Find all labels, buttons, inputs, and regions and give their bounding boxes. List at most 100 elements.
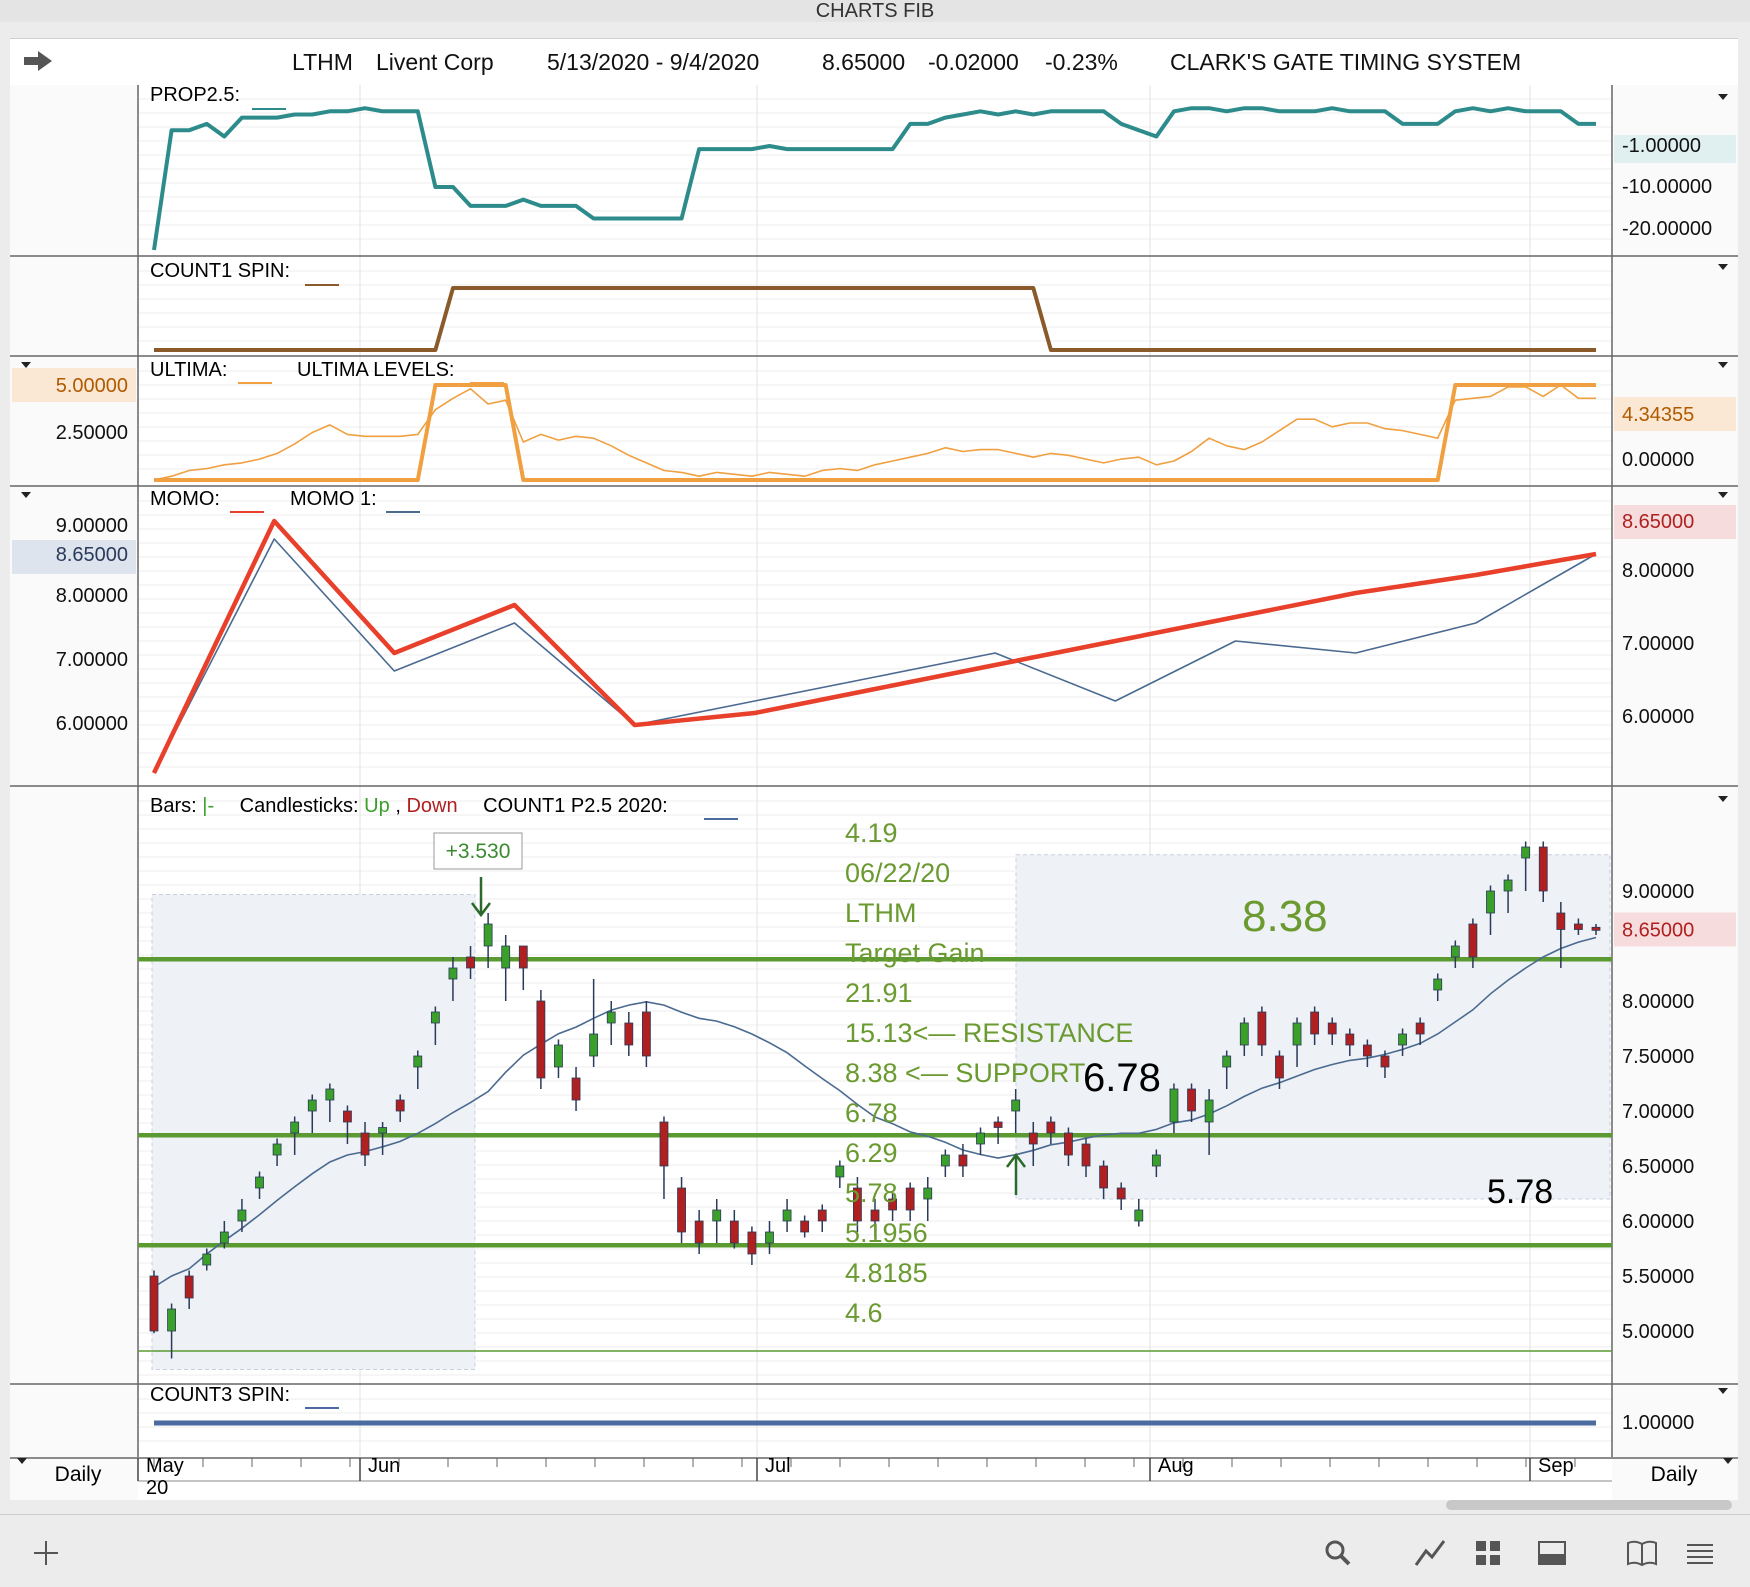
fib-level-text: 4.8185 [845,1258,928,1288]
ultima-right-tick: 0.00000 [1622,449,1694,471]
price-right-tick: 7.50000 [1622,1046,1694,1068]
line-chart-icon[interactable] [1412,1535,1448,1571]
candle-down [149,1275,159,1332]
candle-down [1362,1044,1372,1057]
prop-tick: -20.00000 [1622,218,1712,240]
prop-tick: -10.00000 [1622,176,1712,198]
window-title: CHARTS FIB [0,0,1750,22]
search-icon[interactable] [1320,1535,1356,1571]
candle-up [1398,1033,1407,1046]
month-label: Jun [368,1455,400,1477]
count1-p25-legend: COUNT1 P2.5 2020: [483,795,668,817]
add-icon[interactable] [28,1535,64,1571]
chevron-down-icon [1718,492,1728,498]
candle-down [466,956,475,969]
momo1-label: MOMO 1: [290,488,377,510]
header-change: -0.02000 [928,49,1019,75]
month-label: Jul [765,1455,791,1477]
candle-up [255,1176,264,1189]
fib-level-text: 6.29 [845,1138,898,1168]
month-label: May [146,1455,184,1477]
candle-up [483,923,493,947]
gain-box-text: +3.530 [446,840,511,863]
book-icon[interactable] [1624,1535,1660,1571]
chevron-down-icon [21,492,31,498]
candle-up [1222,1055,1232,1068]
fib-level-text: 8.38 <— SUPPORT [845,1058,1085,1088]
momo-left-tick: 7.00000 [56,649,128,671]
ultima-levels-label: ULTIMA LEVELS: [297,359,454,381]
candle-down [518,945,528,969]
menu-icon[interactable] [1682,1535,1718,1571]
candle-down [1099,1165,1109,1189]
candle-up [976,1132,985,1145]
ultima-left-tick: 5.00000 [56,375,128,397]
price-right-tick: 9.00000 [1622,881,1694,903]
fib-level-text: 4.19 [845,818,898,848]
candle-down [360,1132,370,1156]
candle-down [905,1187,915,1211]
candle-down [1046,1121,1056,1134]
candle-down [1187,1088,1196,1112]
panel-layout-icon[interactable] [1534,1535,1570,1571]
momo-right-tick: 8.00000 [1622,560,1694,582]
candle-up [589,1033,599,1057]
candle-up [1503,879,1513,892]
prop-tick: -1.00000 [1622,135,1701,157]
candle-up [325,1088,335,1101]
count1-label: COUNT1 SPIN: [150,260,290,282]
candle-down [1415,1022,1425,1035]
candle-down [571,1077,581,1101]
fib-level-text: Target Gain [845,938,985,968]
price-right-tick: 7.00000 [1622,1101,1694,1123]
header-symbol: LTHM [292,49,353,75]
candle-down [343,1110,352,1123]
candle-down [870,1209,880,1222]
bottom-toolbar [0,1514,1750,1587]
horizontal-scrollbar[interactable] [1446,1500,1732,1510]
arrow-right-icon[interactable] [22,49,54,73]
candle-down [1327,1022,1337,1035]
candle-up [940,1154,950,1167]
candle-up [1450,945,1460,958]
candle-up [501,945,511,969]
period-left-label: Daily [55,1463,102,1486]
price-right-tick: 5.00000 [1622,1321,1694,1343]
price-right-tick: 6.50000 [1622,1156,1694,1178]
candle-down [747,1231,757,1255]
candle-down [1310,1011,1320,1035]
year-label: 20 [146,1477,168,1499]
candle-up [167,1308,176,1332]
momo-right-tick: 7.00000 [1622,633,1694,655]
chevron-down-icon [1718,1388,1728,1394]
fib-annotations: +3.530 4.19 06/22/20 LTHM Target Gain 21.91 15… [433,818,1553,1328]
momo-line [151,518,1597,774]
candle-up [835,1165,845,1178]
ultima-right-tick: 4.34355 [1622,404,1694,426]
chevron-down-icon [1718,796,1728,802]
candle-up [448,967,458,980]
candlesticks-legend: Candlesticks: [240,795,359,817]
candle-down [659,1121,669,1167]
candle-up [923,1187,933,1200]
candle-up [1433,978,1443,991]
candle-up [413,1055,423,1068]
count3-right-tick: 1.00000 [1622,1412,1694,1434]
header-change-pct: -0.23% [1045,49,1118,75]
fib-level-text: 4.6 [845,1298,883,1328]
ultima-label: ULTIMA: [150,359,227,381]
candle-down [853,1187,862,1222]
prop-line [152,106,1596,251]
fib-level-text: 15.13<— RESISTANCE [845,1018,1133,1048]
grid-layout-icon[interactable] [1470,1535,1506,1571]
momo-label: MOMO: [150,488,220,510]
big-label-resistance: 8.38 [1242,892,1328,941]
chevron-down-icon [1718,362,1728,368]
candle-up [1292,1022,1302,1046]
big-label-low: 5.78 [1487,1173,1553,1211]
ultima-right-badge [1614,397,1736,431]
price-right-tick: 6.00000 [1622,1211,1694,1233]
candle-up [1486,890,1495,914]
candle-up [1521,846,1531,859]
shaded-range-box [151,894,476,1370]
